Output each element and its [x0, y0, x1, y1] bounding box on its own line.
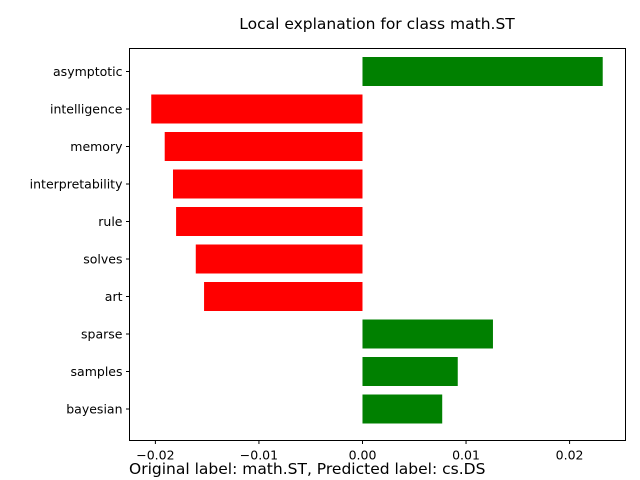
bar-samples	[362, 357, 458, 386]
y-tick-label-samples: samples	[71, 364, 123, 379]
y-tick-label-asymptotic: asymptotic	[53, 64, 123, 79]
y-tick-label-sparse: sparse	[81, 327, 123, 342]
bar-interpretability	[172, 169, 363, 199]
bar-art	[204, 282, 363, 311]
x-tick-label-3: 0.01	[452, 448, 480, 463]
bar-asymptotic	[362, 57, 603, 86]
bar-memory	[164, 132, 363, 161]
x-tick-label-4: 0.02	[556, 448, 584, 463]
x-axis: −0.02 −0.01 0.00 0.01 0.02	[136, 440, 584, 463]
bar-sparse	[362, 319, 493, 349]
y-tick-label-solves: solves	[83, 252, 122, 267]
bars-group	[151, 57, 603, 424]
x-tick-label-1: −0.01	[240, 448, 278, 463]
caption: Original label: math.ST, Predicted label…	[129, 460, 486, 478]
chart-title: Local explanation for class math.ST	[239, 15, 515, 33]
y-axis: asymptotic intelligence memory interpretabi…	[30, 64, 130, 417]
y-tick-label-intelligence: intelligence	[50, 102, 123, 117]
bar-bayesian	[362, 394, 443, 424]
plot-frame	[129, 48, 626, 441]
x-tick-label-2: 0.00	[349, 448, 377, 463]
y-tick-label-interpretability: interpretability	[30, 177, 123, 192]
y-tick-label-art: art	[105, 289, 123, 304]
y-tick-label-rule: rule	[98, 214, 123, 229]
bar-solves	[195, 244, 363, 274]
bar-rule	[176, 207, 363, 236]
bar-intelligence	[151, 94, 363, 124]
y-tick-label-bayesian: bayesian	[66, 402, 122, 417]
y-tick-label-memory: memory	[70, 139, 123, 154]
x-tick-label-0: −0.02	[136, 448, 174, 463]
